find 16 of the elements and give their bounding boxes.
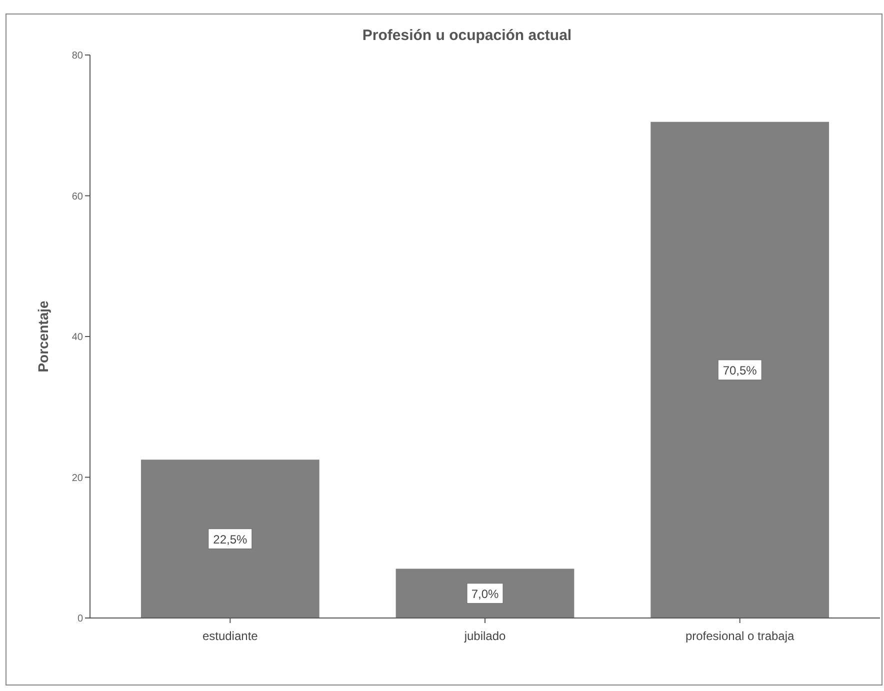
data-label: 70,5%	[722, 363, 758, 378]
data-label: 7,0%	[471, 586, 499, 601]
x-tick-label: jubilado	[463, 629, 506, 643]
y-axis-title: Porcentaje	[35, 300, 51, 372]
bar	[140, 460, 320, 618]
y-tick-label: 80	[72, 50, 84, 62]
y-tick-label: 60	[72, 191, 84, 202]
bar	[650, 122, 830, 618]
chart-title: Profesión u ocupación actual	[362, 27, 572, 44]
y-tick-label: 0	[77, 614, 84, 624]
data-label: 22,5%	[213, 532, 248, 546]
x-tick-label: estudiante	[202, 629, 258, 643]
y-tick-label: 40	[72, 332, 84, 343]
bar	[396, 568, 574, 618]
x-tick-label: profesional o trabaja	[685, 629, 795, 643]
y-tick-label: 20	[72, 472, 84, 484]
